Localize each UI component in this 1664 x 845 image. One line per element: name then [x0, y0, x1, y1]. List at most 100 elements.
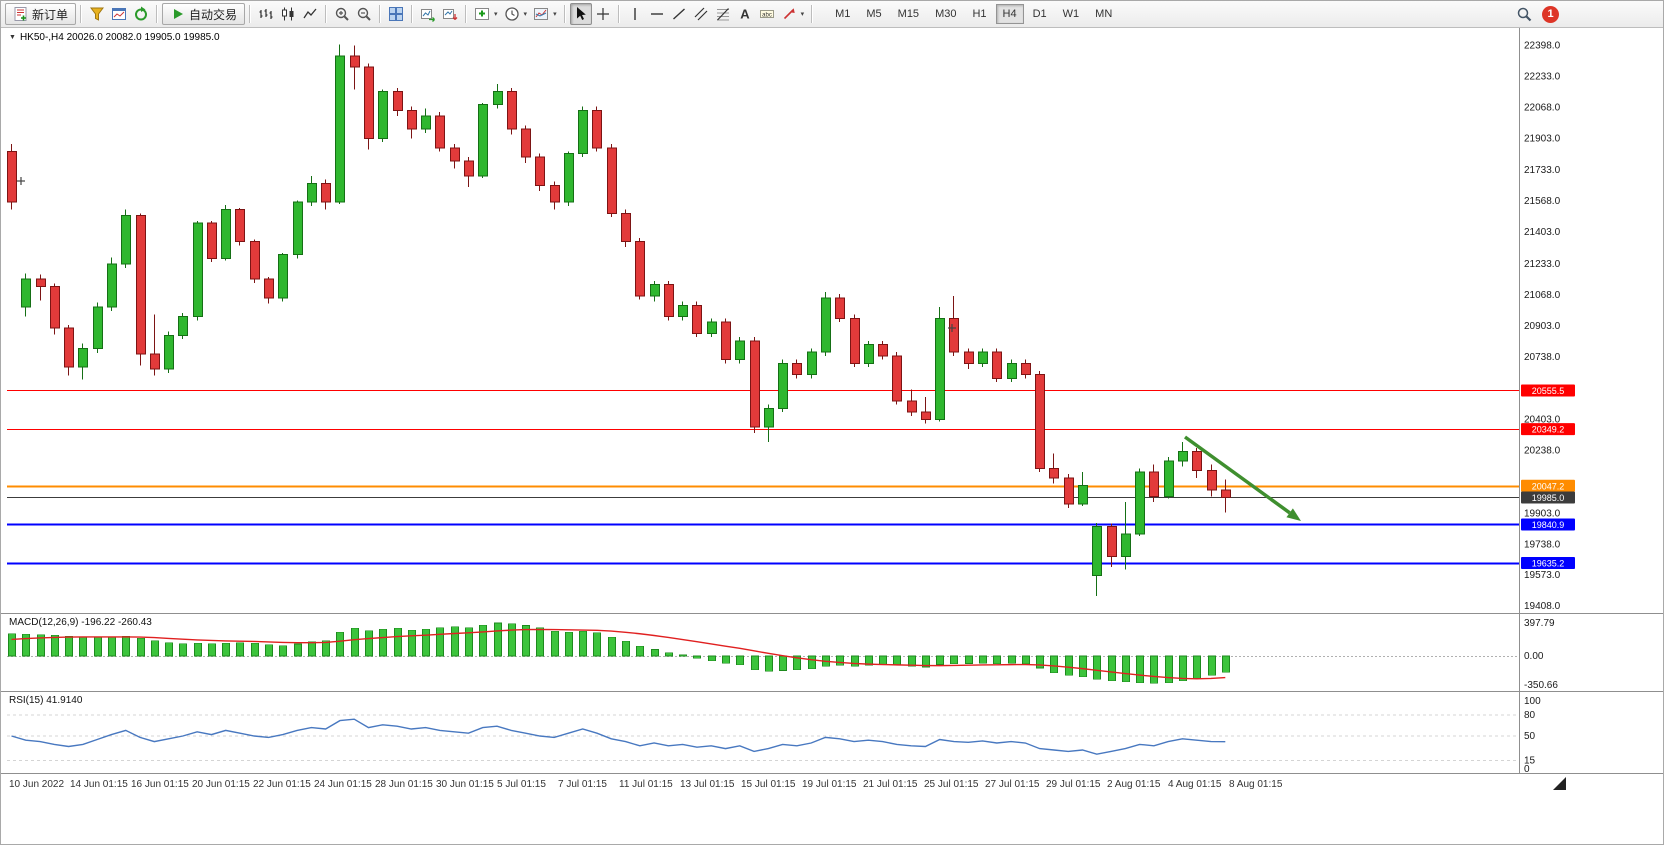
tile-windows-icon[interactable] [385, 3, 407, 25]
auto-scroll-icon[interactable] [417, 3, 439, 25]
candle [878, 340, 888, 360]
level-price-badge: 19840.9 [1521, 518, 1575, 531]
timeframe-m15-button[interactable]: M15 [891, 4, 926, 24]
trendline-icon [672, 8, 685, 20]
toolbar-separator [249, 5, 252, 23]
chart-shift-icon[interactable] [439, 3, 461, 25]
timeframe-mn-button[interactable]: MN [1088, 4, 1119, 24]
candlestick-chart-icon[interactable] [277, 3, 299, 25]
dropdown-caret-icon[interactable]: ▾ [523, 11, 528, 18]
candle [864, 340, 874, 368]
new-order-button[interactable]: 新订单 [5, 3, 77, 25]
candle [264, 277, 274, 304]
line-chart-icon[interactable] [299, 3, 321, 25]
zoom-in-icon[interactable] [331, 3, 353, 25]
svg-text:19635.2: 19635.2 [1532, 559, 1565, 569]
price-level-lines[interactable] [7, 390, 1519, 565]
chart-window-icon [112, 8, 127, 20]
horizontal-line-icon[interactable] [646, 3, 668, 25]
collapse-triangle-icon[interactable]: ▼ [9, 34, 16, 41]
cross-marker[interactable] [17, 177, 25, 185]
autotrading-icon [174, 9, 184, 19]
time-axis-label: 11 Jul 01:15 [619, 779, 673, 790]
candle [821, 292, 831, 356]
candle [1007, 359, 1017, 383]
level-price-badge: 19985.0 [1521, 491, 1575, 504]
timeframe-h4-button[interactable]: H4 [995, 4, 1024, 24]
notification-badge[interactable]: 1 [1542, 5, 1559, 23]
text-icon[interactable]: A [734, 3, 756, 25]
line-chart-icon [303, 8, 317, 19]
template-icon[interactable]: ▾ [530, 3, 560, 25]
bar-chart-icon[interactable] [255, 3, 277, 25]
trend-arrow-annotation[interactable] [1183, 435, 1301, 521]
candle [964, 348, 974, 369]
horizontal-line-icon [650, 13, 663, 15]
candle [921, 397, 931, 424]
candle [892, 352, 902, 405]
vertical-line-icon[interactable] [624, 3, 646, 25]
periods-icon[interactable]: ▾ [501, 3, 531, 25]
candle [378, 89, 388, 143]
zoom-out-icon[interactable] [353, 3, 375, 25]
time-axis-label: 27 Jul 01:15 [985, 779, 1040, 790]
timeframe-d1-button[interactable]: D1 [1026, 4, 1054, 24]
candle [707, 318, 717, 338]
timeframe-h1-button[interactable]: H1 [965, 4, 993, 24]
timeframe-m5-button[interactable]: M5 [859, 4, 888, 24]
add-indicator-icon[interactable]: ▾ [471, 3, 501, 25]
dropdown-caret-icon[interactable]: ▾ [800, 11, 805, 18]
macd-scale-label: 397.79 [1524, 618, 1555, 629]
toolbar-separator [617, 5, 620, 23]
candle [735, 337, 745, 364]
auto-trading-button[interactable]: 自动交易 [162, 3, 246, 25]
fibonacci-icon[interactable] [712, 3, 734, 25]
candle [164, 331, 174, 373]
candle [607, 144, 617, 218]
dropdown-caret-icon[interactable]: ▾ [553, 11, 557, 18]
trendline-icon[interactable] [668, 3, 690, 25]
macd-histogram [8, 622, 1230, 684]
channel-icon[interactable] [690, 3, 712, 25]
chart-window-icon[interactable] [108, 3, 130, 25]
candle [1207, 464, 1217, 497]
cursor-icon[interactable] [569, 3, 592, 25]
timeframe-w1-button[interactable]: W1 [1056, 4, 1087, 24]
refresh-icon[interactable] [130, 3, 152, 25]
crosshair-icon[interactable] [592, 3, 614, 25]
candle [321, 179, 331, 210]
label-icon: abc [759, 10, 774, 18]
arrows-icon[interactable]: ▾ [778, 3, 808, 25]
dropdown-caret-icon[interactable]: ▾ [494, 11, 498, 18]
candle [635, 237, 645, 300]
price-axis-label: 20738.0 [1524, 352, 1561, 363]
time-axis-label: 20 Jun 01:15 [192, 779, 250, 790]
timeframe-m30-button[interactable]: M30 [928, 4, 963, 24]
candle [464, 157, 474, 188]
candle [1035, 370, 1045, 473]
candle [121, 209, 131, 268]
funnel-icon[interactable] [86, 3, 108, 25]
scroll-to-end-icon[interactable] [1553, 777, 1566, 790]
chart-shift-icon [443, 9, 458, 20]
rsi-line [11, 718, 1226, 755]
candle [807, 348, 817, 379]
candle [1192, 447, 1202, 478]
price-axis-label: 21068.0 [1524, 290, 1561, 301]
candle [1135, 468, 1145, 536]
timeframe-m1-button[interactable]: M1 [828, 4, 857, 24]
cross-marker[interactable] [948, 324, 956, 332]
price-axis-label: 21568.0 [1524, 196, 1561, 207]
time-axis-label: 10 Jun 2022 [9, 779, 64, 790]
svg-text:19840.9: 19840.9 [1532, 520, 1565, 530]
search-button[interactable] [1513, 3, 1535, 25]
new-order-button-label: 新订单 [32, 7, 69, 22]
macd-signal-line [11, 628, 1226, 680]
chart-symbol-header: ▼ HK50-,H4 20026.0 20082.0 19905.0 19985… [9, 32, 220, 43]
label-icon[interactable]: abc [756, 3, 778, 25]
time-axis-label: 7 Jul 01:15 [558, 779, 607, 790]
macd-scale-label: -350.66 [1524, 680, 1558, 691]
template-icon [534, 8, 549, 20]
